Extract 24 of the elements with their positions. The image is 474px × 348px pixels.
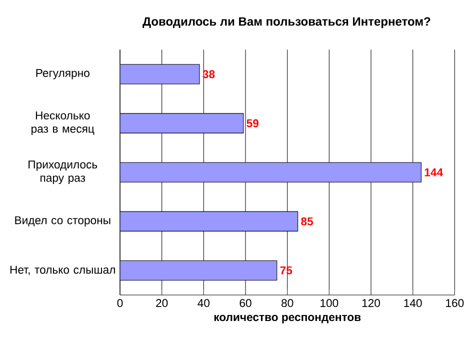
x-tick-label: 20 [156,299,168,308]
chart-title: Доводилось ли Вам пользоваться Интернетом? [142,17,430,28]
bar [120,260,278,281]
x-tick-label: 40 [198,299,210,308]
data-label: 85 [301,217,314,226]
y-tick-label: Нет, только слышал [10,266,115,276]
x-tick-label: 120 [362,299,380,308]
data-label: 59 [246,119,259,128]
bar [120,162,422,182]
x-tick-label: 140 [404,299,422,308]
x-tick-label: 80 [282,299,294,308]
y-tick-label: Несколько раз в месяц [32,112,94,135]
data-label: 144 [424,168,443,176]
bar [120,113,244,134]
x-tick-label: 100 [320,299,338,308]
y-tick-label: Видел со стороны [15,216,110,226]
bar [120,211,298,232]
x-tick-label: 0 [117,299,123,308]
x-tick-label: 160 [446,299,464,308]
bar [120,64,200,84]
x-tick-label: 60 [240,299,252,308]
y-tick-label: Регулярно [36,69,90,80]
y-tick-label: Приходилось пару раз [28,160,98,184]
x-axis-title: количество респондентов [214,314,361,324]
